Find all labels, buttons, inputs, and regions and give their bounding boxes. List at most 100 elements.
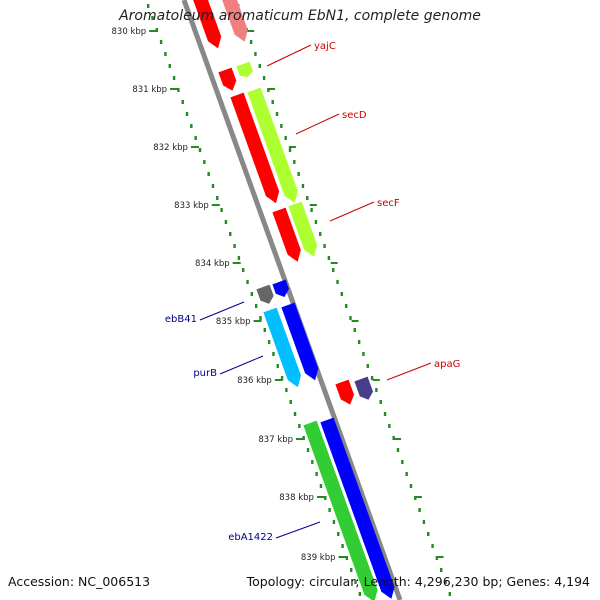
leader-apaG	[386, 362, 432, 381]
tick-dot-inner	[220, 208, 223, 212]
tick-dot-inner	[229, 232, 232, 236]
tick-dot-inner	[332, 520, 336, 524]
tick-dot-outer	[344, 304, 348, 308]
tick-dot-outer	[340, 292, 344, 296]
tick-dot-outer	[401, 460, 404, 464]
tick-dot-outer	[440, 568, 443, 572]
tick-dot-inner	[181, 100, 184, 104]
tick-dot-outer	[314, 220, 318, 224]
gene-pink	[222, 0, 248, 42]
tick-dot-inner	[194, 136, 197, 140]
tick-dot-inner	[306, 448, 310, 452]
leader-yajC	[266, 44, 312, 67]
tick-label: 832 kbp	[153, 143, 188, 153]
tick-dot-outer	[254, 52, 257, 56]
tick-dot-inner	[345, 556, 349, 560]
accession-text: Accession: NC_006513	[8, 574, 151, 589]
tick-label: 834 kbp	[195, 259, 230, 269]
tick-dot-inner	[216, 196, 219, 200]
tick-dot-inner	[172, 76, 176, 80]
tick-dot-inner	[237, 256, 241, 260]
tick-dot-outer	[357, 340, 361, 344]
tick-dot-outer	[332, 268, 335, 272]
tick-dot-outer	[306, 196, 309, 200]
tick-label: 830 kbp	[112, 27, 147, 37]
tick-dot-outer	[431, 544, 434, 548]
tick-dot-inner	[298, 424, 301, 428]
tick-dot-inner	[324, 496, 327, 500]
tick-label: 838 kbp	[279, 493, 314, 503]
tick-dot-inner	[267, 340, 271, 344]
tick-dot-outer	[301, 184, 305, 188]
tick-label: 833 kbp	[174, 201, 209, 211]
tick-dot-outer	[448, 592, 452, 596]
gene-red-apaG	[335, 379, 355, 405]
tick-dot-inner	[164, 52, 167, 56]
gene-ebB41	[256, 284, 274, 304]
tick-dot-inner	[207, 172, 210, 176]
tick-dot-outer	[362, 352, 365, 356]
tick-dot-outer	[392, 436, 395, 440]
tick-dot-inner	[358, 592, 362, 596]
tick-dot-outer	[405, 472, 408, 476]
tick-dot-inner	[254, 304, 258, 308]
tick-dot-outer	[353, 328, 356, 332]
tick-dot-outer	[293, 160, 296, 164]
tick-label: 835 kbp	[216, 317, 251, 327]
tick-dot-outer	[297, 172, 300, 176]
tick-dot-inner	[159, 40, 163, 44]
tick-label: 831 kbp	[132, 85, 167, 95]
label-leaders	[199, 44, 432, 539]
tick-dot-outer	[418, 508, 421, 512]
tick-dot-inner	[233, 244, 236, 248]
tick-label: 839 kbp	[301, 553, 336, 563]
tick-label: 837 kbp	[258, 435, 293, 445]
tick-dot-outer	[271, 100, 274, 104]
tick-dot-inner	[354, 580, 357, 584]
tick-dot-inner	[276, 364, 279, 368]
tick-dot-outer	[310, 208, 313, 212]
gene-secf-outer	[288, 201, 318, 257]
gene-features	[193, 0, 395, 600]
label-ebA1422: ebA1422	[228, 532, 273, 543]
gene-ebA1422	[303, 420, 378, 600]
label-secD: secD	[342, 110, 367, 121]
tick-dot-outer	[409, 484, 413, 488]
tick-dot-outer	[396, 448, 400, 452]
tick-dot-outer	[375, 388, 378, 392]
leader-ebB41	[199, 301, 245, 321]
tick-dot-outer	[370, 376, 374, 380]
tick-dot-outer	[249, 40, 253, 44]
tick-dot-inner	[250, 292, 254, 296]
tick-dot-inner	[315, 472, 318, 476]
tick-dot-inner	[242, 268, 245, 272]
gene-blue	[281, 302, 319, 381]
gene-secd-outer	[247, 87, 298, 203]
tick-dot-outer	[379, 400, 382, 404]
gene-secf-inner	[272, 207, 301, 262]
gene-purple	[354, 376, 374, 400]
gene-labels-layer: yajC secD secF apaG ebB41 purB ebA1422	[165, 41, 460, 543]
label-ebB41: ebB41	[165, 314, 197, 325]
tick-dot-outer	[288, 148, 292, 152]
tick-dot-inner	[328, 508, 331, 512]
gene-blue-long	[320, 417, 395, 599]
tick-dot-inner	[285, 388, 288, 392]
tick-dot-inner	[177, 88, 180, 92]
tick-dot-inner	[151, 16, 154, 20]
tick-dot-outer	[327, 256, 331, 260]
gene-lime-small	[236, 61, 253, 78]
label-yajC: yajC	[314, 41, 336, 52]
tick-dot-inner	[289, 400, 292, 404]
label-purB: purB	[193, 368, 217, 379]
leader-secF	[329, 201, 375, 222]
leader-ebA1422	[275, 521, 321, 539]
tick-dot-inner	[337, 532, 340, 536]
tick-dot-outer	[323, 244, 326, 248]
tick-dot-inner	[311, 460, 314, 464]
gene-blue-small	[272, 279, 289, 298]
tick-dot-outer	[349, 316, 352, 320]
tick-dot-inner	[146, 4, 150, 8]
tick-labels-layer: 830 kbp 831 kbp 832 kbp 833 kbp 834 kbp 835 k…	[112, 27, 336, 563]
